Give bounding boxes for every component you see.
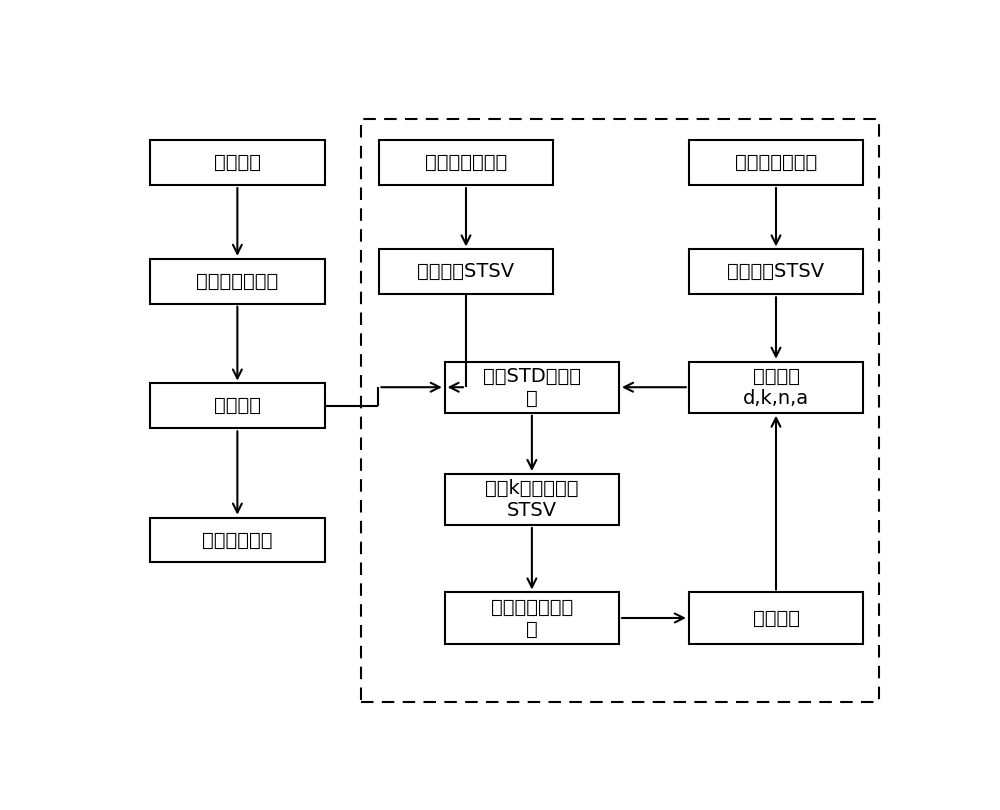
Text: 获取数据: 获取数据 — [214, 153, 261, 173]
Bar — [150, 258, 325, 304]
Bar — [689, 592, 863, 644]
Text: 实时交通流数据: 实时交通流数据 — [425, 153, 507, 173]
Text: 数据预处理阶段: 数据预处理阶段 — [196, 271, 278, 291]
Text: 结果反馈阶段: 结果反馈阶段 — [202, 531, 273, 549]
Text: 构造历史STSV: 构造历史STSV — [727, 262, 825, 281]
Text: 修正参数
d,k,n,a: 修正参数 d,k,n,a — [743, 367, 809, 407]
Bar — [361, 119, 879, 702]
Bar — [379, 140, 553, 185]
Text: 误差反馈: 误差反馈 — [753, 608, 800, 628]
Text: 使用预测函数预
测: 使用预测函数预 测 — [491, 598, 573, 638]
Bar — [150, 140, 325, 185]
Text: 预测阶段: 预测阶段 — [214, 396, 261, 416]
Bar — [445, 474, 619, 525]
Text: 构造当前STSV: 构造当前STSV — [417, 262, 515, 281]
Bar — [379, 249, 553, 294]
Bar — [150, 518, 325, 562]
Text: 使用STD计算距
离: 使用STD计算距 离 — [483, 367, 581, 407]
Text: 历史交通流数据: 历史交通流数据 — [735, 153, 817, 173]
Bar — [445, 592, 619, 644]
Bar — [445, 361, 619, 413]
Bar — [150, 383, 325, 428]
Text: 匹配k个相似历史
STSV: 匹配k个相似历史 STSV — [485, 479, 579, 520]
Bar — [689, 361, 863, 413]
Bar — [689, 140, 863, 185]
Bar — [689, 249, 863, 294]
